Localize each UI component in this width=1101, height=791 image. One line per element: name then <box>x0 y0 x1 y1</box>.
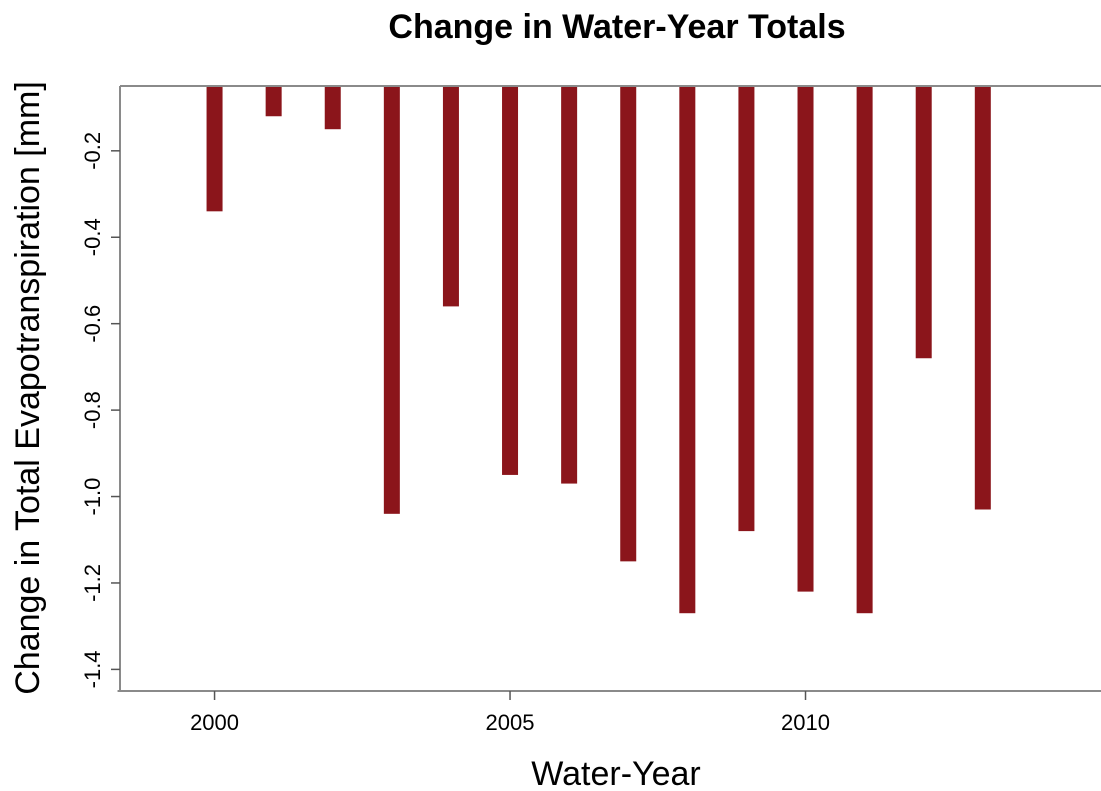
bar-2013 <box>974 86 991 510</box>
bar-2011 <box>856 86 873 614</box>
bars-group <box>206 86 991 614</box>
y-tick-label--0.8: -0.8 <box>80 391 105 429</box>
x-axis: 2000 2005 2010 <box>117 690 1101 735</box>
bar-2003 <box>383 86 400 514</box>
y-tick-label--0.2: -0.2 <box>80 132 105 170</box>
bar-2008 <box>679 86 696 614</box>
x-axis-title: Water-Year <box>531 755 700 791</box>
x-tick-label-2005: 2005 <box>486 710 535 735</box>
bar-2001 <box>265 86 282 117</box>
y-tick-label--1.4: -1.4 <box>80 650 105 688</box>
x-tick-label-2000: 2000 <box>190 710 239 735</box>
bar-2007 <box>620 86 637 562</box>
y-axis: -0.2 -0.4 -0.6 -0.8 -1.0 -1.2 -1.4 <box>80 86 121 691</box>
bar-2009 <box>738 86 755 532</box>
x-tick-label-2010: 2010 <box>781 710 830 735</box>
y-tick-label--0.6: -0.6 <box>80 305 105 343</box>
bar-2002 <box>324 86 341 130</box>
bar-2000 <box>206 86 223 212</box>
bar-2005 <box>502 86 519 475</box>
y-tick-label--0.4: -0.4 <box>80 218 105 256</box>
y-tick-label--1.2: -1.2 <box>80 564 105 602</box>
bar-2010 <box>797 86 814 592</box>
bar-2006 <box>561 86 578 484</box>
bar-2012 <box>915 86 932 359</box>
y-axis-title: Change in Total Evapotranspiration [mm] <box>9 81 47 695</box>
y-tick-label--1.0: -1.0 <box>80 478 105 516</box>
bar-2004 <box>442 86 459 307</box>
chart-title: Change in Water-Year Totals <box>388 8 846 46</box>
